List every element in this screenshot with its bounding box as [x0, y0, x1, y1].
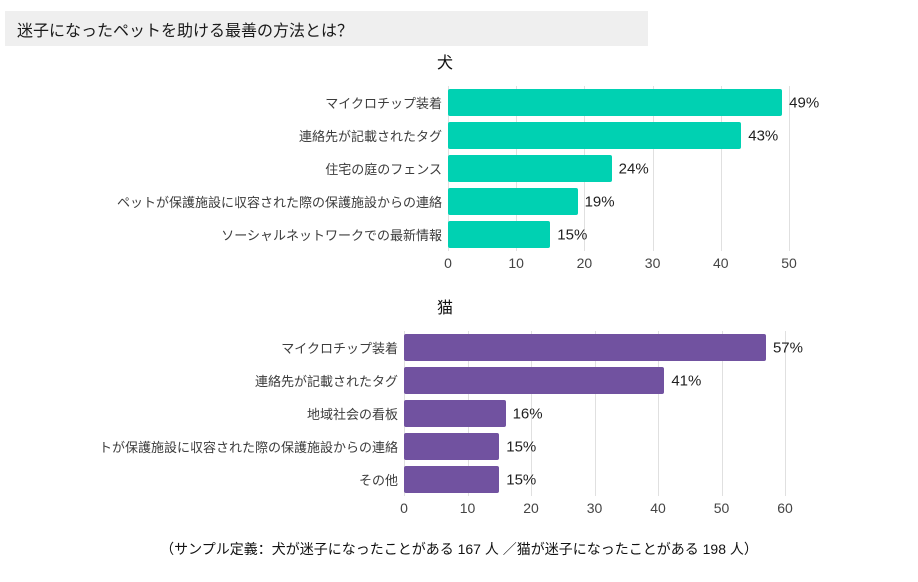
x-axis-tick: 60 [777, 500, 793, 516]
cat-chart-x-axis: 0 10 20 30 40 50 60 [400, 500, 793, 520]
dog-chart: 犬 マイクロチップ装着連絡先が記載されたタグ住宅の庭のフェンスペットが保護施設に… [0, 52, 890, 275]
bar [404, 367, 665, 394]
value-label: 43% [748, 127, 779, 144]
value-label: 41% [671, 372, 702, 389]
cat-chart-body: マイクロチップ装着連絡先が記載されたタグ地域社会の看板トが保護施設に収容された際… [0, 331, 890, 496]
category-label: マイクロチップ装着 [281, 341, 398, 356]
dog-chart-category-labels: マイクロチップ装着連絡先が記載されたタグ住宅の庭のフェンスペットが保護施設に収容… [0, 86, 442, 251]
gridline [720, 86, 722, 251]
cat-chart-plot-area: 57% 41% 16% 15% 15% [404, 331, 803, 496]
gridline [531, 331, 532, 496]
page-title: 迷子になったペットを助ける最善の方法とは？ [17, 22, 354, 40]
value-label: 16% [512, 405, 543, 422]
gridline [785, 331, 786, 496]
dog-chart-title: 犬 [436, 55, 453, 72]
bar [448, 221, 551, 248]
bar-row: 15% [404, 430, 785, 463]
bar-row: 57% [404, 331, 803, 364]
category-label: 連絡先が記載されたタグ [254, 374, 398, 389]
bar [448, 89, 783, 116]
bar [404, 433, 500, 460]
bar-row: 49% [448, 86, 819, 119]
x-axis-tick: 10 [459, 500, 476, 516]
page-title-bar: 迷子になったペットを助ける最善の方法とは？ [5, 11, 648, 46]
gridline [652, 86, 654, 251]
category-label: トが保護施設に収容された際の保護施設からの連絡 [98, 440, 398, 455]
x-axis-tick: 20 [523, 500, 539, 516]
bar-row: 16% [404, 397, 785, 430]
bar-row: 41% [404, 364, 785, 397]
bar-row: 24% [448, 152, 789, 185]
bar-row: 15% [448, 218, 789, 251]
gridline [658, 331, 659, 496]
value-label: 15% [506, 471, 537, 488]
x-axis-tick: 10 [508, 255, 524, 271]
gridline [721, 331, 723, 496]
x-axis-tick: 30 [586, 500, 603, 516]
x-axis-tick: 0 [400, 500, 408, 516]
value-label: 24% [618, 160, 649, 177]
bar [448, 122, 742, 149]
cat-chart-category-labels: マイクロチップ装着連絡先が記載されたタグ地域社会の看板トが保護施設に収容された際… [0, 331, 398, 496]
bar [448, 188, 578, 215]
bar [404, 466, 500, 493]
x-axis-tick: 50 [713, 500, 730, 516]
cat-chart: 猫 マイクロチップ装着連絡先が記載されたタグ地域社会の看板トが保護施設に収容され… [0, 297, 890, 520]
sample-definition-note: （サンプル定義：犬が迷子になったことがある 167 人 ／猫が迷子になったことが… [160, 541, 758, 557]
x-axis-tick: 30 [644, 255, 661, 271]
bar-row: 15% [404, 463, 785, 496]
category-label: その他 [358, 473, 398, 488]
x-axis-tick: 40 [650, 500, 666, 516]
bar-row: 43% [448, 119, 789, 152]
bar [404, 334, 766, 361]
category-label: ソーシャルネットワークでの最新情報 [221, 228, 442, 243]
cat-chart-title: 猫 [436, 300, 453, 317]
x-axis-tick: 0 [444, 255, 452, 271]
dog-chart-body: マイクロチップ装着連絡先が記載されたタグ住宅の庭のフェンスペットが保護施設に収容… [0, 86, 890, 251]
bar [404, 400, 506, 427]
bar-row: 19% [448, 185, 789, 218]
category-label: マイクロチップ装着 [325, 96, 442, 111]
x-axis-tick: 40 [713, 255, 729, 271]
value-label: 19% [584, 193, 615, 210]
x-axis-tick: 50 [781, 255, 797, 271]
category-label: 連絡先が記載されたタグ [298, 129, 442, 144]
gridline [594, 331, 596, 496]
category-label: 住宅の庭のフェンス [325, 162, 442, 177]
x-axis-tick: 20 [576, 255, 593, 271]
value-label: 57% [772, 339, 803, 356]
gridline [789, 86, 790, 251]
value-label: 15% [506, 438, 537, 455]
value-label: 49% [789, 94, 820, 111]
category-label: ペットが保護施設に収容された際の保護施設からの連絡 [116, 195, 442, 210]
bar [448, 155, 612, 182]
dog-chart-x-axis: 0 10 20 30 40 50 [444, 255, 797, 275]
value-label: 15% [557, 226, 588, 243]
category-label: 地域社会の看板 [306, 407, 398, 422]
dog-chart-plot-area: 49% 43% 24% 19% 15% [448, 86, 819, 251]
